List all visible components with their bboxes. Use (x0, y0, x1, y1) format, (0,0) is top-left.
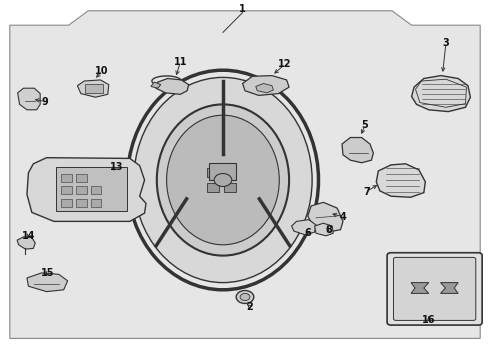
Text: 1: 1 (239, 4, 246, 14)
Bar (76, 199, 87, 207)
Bar (224, 183, 236, 192)
Text: 4: 4 (340, 212, 346, 222)
FancyBboxPatch shape (387, 253, 482, 325)
Circle shape (236, 291, 254, 303)
Ellipse shape (134, 77, 312, 283)
Polygon shape (18, 88, 40, 110)
Bar (207, 168, 219, 177)
Bar (207, 183, 219, 192)
Text: 10: 10 (95, 66, 109, 76)
Polygon shape (10, 11, 480, 338)
Bar (56, 167, 127, 211)
Bar (209, 163, 236, 180)
Polygon shape (441, 283, 458, 293)
Bar (91, 199, 101, 207)
Bar (91, 186, 101, 194)
Polygon shape (292, 220, 316, 235)
Circle shape (214, 174, 232, 186)
Text: 11: 11 (173, 57, 187, 67)
Polygon shape (77, 80, 109, 97)
Text: 2: 2 (246, 302, 253, 312)
Polygon shape (243, 76, 289, 95)
Polygon shape (342, 138, 373, 163)
Ellipse shape (157, 104, 289, 256)
Ellipse shape (167, 115, 279, 245)
Text: 6: 6 (304, 228, 311, 238)
Polygon shape (27, 158, 146, 221)
Text: 5: 5 (362, 120, 368, 130)
Bar (76, 186, 87, 194)
Polygon shape (156, 78, 189, 94)
Text: 8: 8 (326, 225, 333, 235)
Text: 15: 15 (41, 267, 55, 278)
Polygon shape (376, 164, 425, 197)
Text: 3: 3 (442, 38, 449, 48)
Bar (85, 84, 103, 93)
Polygon shape (256, 84, 273, 93)
Polygon shape (412, 76, 470, 112)
Text: 16: 16 (422, 315, 436, 325)
Text: 14: 14 (22, 231, 35, 241)
Text: 9: 9 (42, 96, 49, 107)
FancyBboxPatch shape (393, 257, 476, 320)
Polygon shape (315, 223, 333, 236)
Polygon shape (308, 202, 343, 232)
Bar (224, 168, 236, 177)
Text: 12: 12 (278, 59, 292, 69)
Polygon shape (17, 237, 35, 249)
Polygon shape (151, 82, 161, 88)
Bar (61, 186, 72, 194)
Bar (61, 174, 72, 182)
Text: 13: 13 (110, 162, 123, 172)
Polygon shape (27, 273, 68, 292)
Polygon shape (411, 283, 429, 293)
Text: 7: 7 (363, 186, 370, 197)
Bar (76, 174, 87, 182)
Bar (61, 199, 72, 207)
Circle shape (240, 293, 250, 301)
